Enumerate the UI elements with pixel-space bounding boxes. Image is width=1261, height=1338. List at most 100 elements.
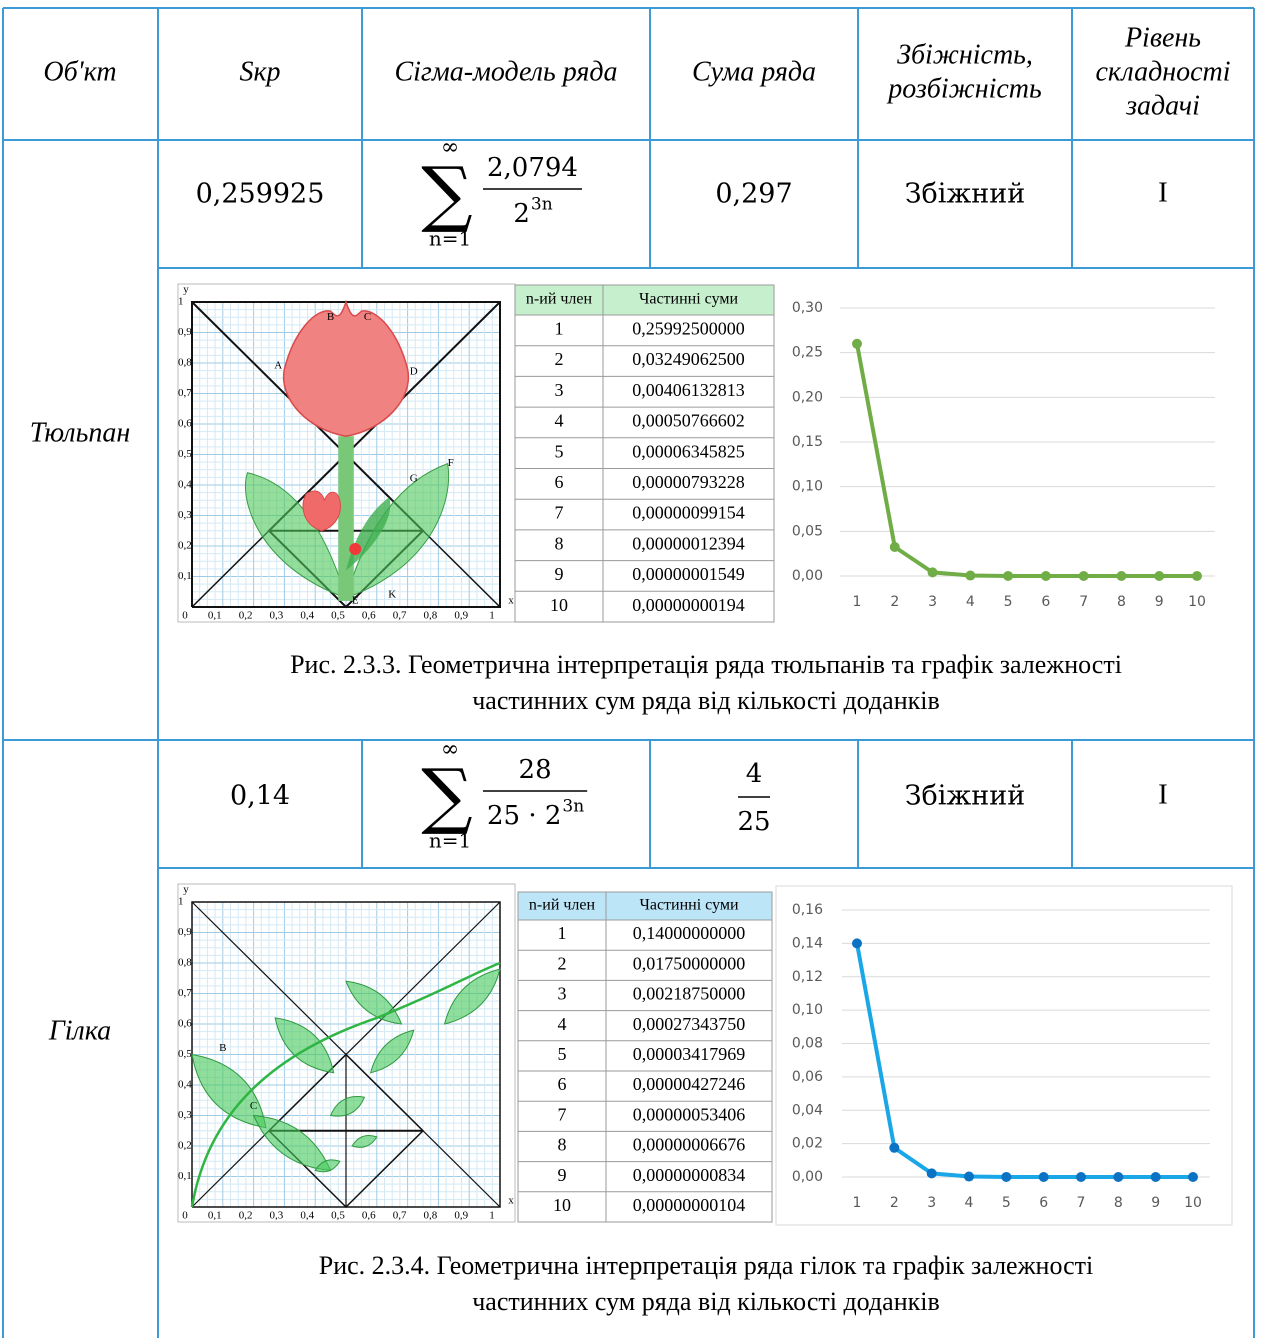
image-y-tick: 0,2 <box>178 1140 192 1152</box>
table-cell: 2 <box>558 953 567 973</box>
level: I <box>1158 177 1168 209</box>
image-y-tick: 0,6 <box>178 418 192 430</box>
header-cell: Збіжність, <box>897 39 1033 70</box>
y-tick-label: 0,05 <box>792 523 823 539</box>
image-y-tick: 0,4 <box>178 479 192 491</box>
x-tick-label: 3 <box>927 1195 936 1211</box>
image-y-tick: 0,5 <box>178 1048 192 1060</box>
image-x-tick: 0,1 <box>208 1210 222 1222</box>
table-header: Частинні суми <box>639 291 739 308</box>
point-label: F <box>448 457 454 469</box>
point-label: C <box>250 1100 257 1112</box>
table-cell: 6 <box>558 1074 567 1094</box>
image-x-tick: 0,6 <box>362 610 376 622</box>
y-tick-label: 0,14 <box>792 935 823 951</box>
table-cell: 0,00003417969 <box>633 1044 746 1064</box>
table-cell: 0,00000000104 <box>633 1195 746 1215</box>
x-tick-label: 4 <box>966 594 975 610</box>
x-tick-label: 4 <box>965 1195 974 1211</box>
data-point <box>1151 1172 1161 1182</box>
table-cell: 0,00000012394 <box>632 533 745 553</box>
point-label: A <box>274 360 282 372</box>
image-y-tick: 0,3 <box>178 1109 192 1121</box>
sum-value: 0,297 <box>715 179 792 210</box>
table-cell: 4 <box>555 411 564 431</box>
image-y-tick: 1 <box>178 296 184 308</box>
table-cell: 0,01750000000 <box>633 953 746 973</box>
image-y-label: y <box>183 284 189 296</box>
header-cell: Sкр <box>239 56 280 87</box>
x-tick-label: 7 <box>1079 594 1088 610</box>
table-cell: 0,03249062500 <box>632 349 745 369</box>
image-x-tick: 0,9 <box>454 1210 468 1222</box>
caption: Рис. 2.3.4. Геометрична інтерпретація ря… <box>319 1251 1094 1280</box>
table-cell: 10 <box>553 1195 571 1215</box>
object-name: Тюльпан <box>30 417 130 448</box>
table-cell: 9 <box>558 1165 567 1185</box>
y-tick-label: 0,20 <box>792 389 823 405</box>
y-tick-label: 0,30 <box>792 300 823 316</box>
y-tick-label: 0,04 <box>792 1102 823 1118</box>
data-point <box>1079 571 1089 581</box>
table-cell: 7 <box>555 503 564 523</box>
image-x-tick: 0,1 <box>208 610 222 622</box>
y-tick-label: 0,10 <box>792 479 823 495</box>
table-cell: 0,00000099154 <box>632 503 745 523</box>
table-cell: 0,00050766602 <box>632 411 745 431</box>
image-x-tick: 0,2 <box>239 1210 253 1222</box>
data-point <box>965 571 975 581</box>
header-cell: складності <box>1095 56 1230 87</box>
object-name: Гілка <box>48 1015 111 1046</box>
image-x-tick: 1 <box>489 610 495 622</box>
table-cell: 3 <box>558 984 567 1004</box>
table-cell: 9 <box>555 564 564 584</box>
data-point <box>890 542 900 552</box>
image-y-tick: 0,7 <box>178 387 192 399</box>
x-tick-label: 6 <box>1039 1195 1048 1211</box>
image-x-tick: 0,5 <box>331 1210 345 1222</box>
table-header: n-ий член <box>529 897 596 914</box>
table-cell: 0,00006345825 <box>632 441 745 461</box>
image-x-tick: 0,9 <box>454 610 468 622</box>
y-tick-label: 0,12 <box>792 969 823 985</box>
table-cell: 5 <box>555 441 564 461</box>
table-cell: 0,00000000834 <box>633 1165 746 1185</box>
document: Об'ктSкрСігма-модель рядаСума рядаЗбіжні… <box>0 0 1261 1338</box>
image-y-tick: 0,7 <box>178 987 192 999</box>
table-cell: 1 <box>555 318 564 338</box>
x-tick-label: 1 <box>853 594 862 610</box>
y-tick-label: 0,15 <box>792 434 823 450</box>
image-y-tick: 1 <box>178 896 184 908</box>
x-tick-label: 10 <box>1188 594 1206 610</box>
caption: частинних сум ряда від кількості доданкі… <box>472 686 940 715</box>
table-cell: 3 <box>555 380 564 400</box>
table-cell: 1 <box>558 923 567 943</box>
image-x-tick: 0,8 <box>424 1210 438 1222</box>
data-point <box>1041 571 1051 581</box>
stem <box>338 436 353 601</box>
point-label: D <box>410 366 418 378</box>
data-point <box>1001 1172 1011 1182</box>
series-line <box>857 344 1197 576</box>
table-cell: 5 <box>558 1044 567 1064</box>
data-point <box>1076 1172 1086 1182</box>
image-y-tick: 0,1 <box>178 1170 192 1182</box>
data-point <box>928 567 938 577</box>
x-tick-label: 9 <box>1151 1195 1160 1211</box>
table-cell: 10 <box>550 595 568 615</box>
sigma-lower: n=1 <box>429 829 471 853</box>
table-cell: 0,00000793228 <box>632 472 745 492</box>
image-x-tick: 0,7 <box>393 610 407 622</box>
image-x-tick: 0 <box>182 610 188 622</box>
x-tick-label: 2 <box>890 594 899 610</box>
data-point <box>927 1168 937 1178</box>
y-tick-label: 0,16 <box>792 902 823 918</box>
image-x-tick: 1 <box>489 1210 495 1222</box>
level: I <box>1158 779 1168 811</box>
sum-denominator: 25 <box>737 807 770 837</box>
x-tick-label: 8 <box>1117 594 1126 610</box>
data-point <box>1188 1172 1198 1182</box>
image-y-tick: 0,8 <box>178 957 192 969</box>
image-x-tick: 0,6 <box>362 1210 376 1222</box>
caption: частинних сум ряда від кількості доданкі… <box>472 1287 940 1316</box>
